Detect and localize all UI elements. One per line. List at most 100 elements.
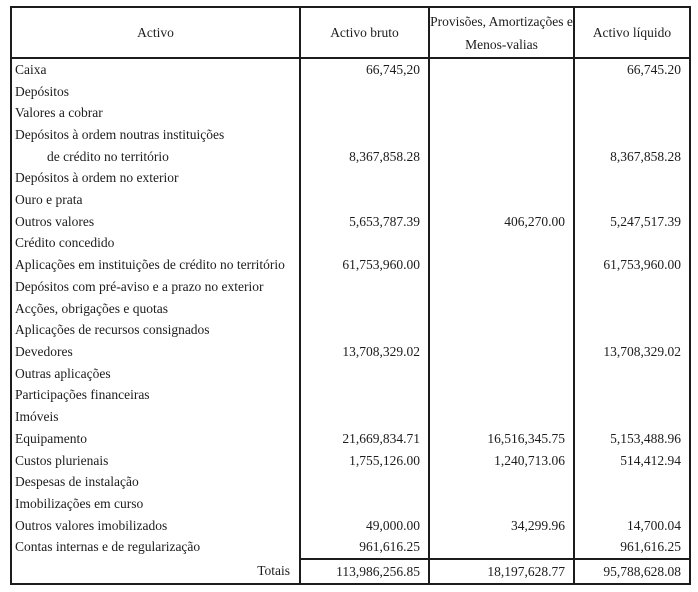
cell-activo-liquido <box>575 81 689 103</box>
cell-activo-bruto: 961,616.25 <box>301 536 430 559</box>
row-label: de crédito no território <box>12 145 301 168</box>
cell-activo-liquido: 5,153,488.96 <box>610 430 681 446</box>
cell-provisoes <box>430 276 575 298</box>
row-label: Depósitos com pré-aviso e a prazo no ext… <box>12 276 301 298</box>
cell-provisoes <box>430 406 575 428</box>
table-row: Ouro e prata <box>12 189 689 211</box>
cell-activo-bruto: 21,669,834.71 <box>301 427 430 450</box>
table-row: Contas internas e de regularização 961,61… <box>12 536 689 559</box>
cell-provisoes <box>430 59 575 81</box>
row-label: Aplicações de recursos consignados <box>12 319 301 342</box>
header-activo-liquido: Activo líquido <box>575 8 689 57</box>
totals-label: Totais <box>12 558 301 583</box>
row-label: Crédito concedido <box>12 232 301 255</box>
cell-activo-liquido: 5,247,517.39 <box>610 213 681 229</box>
cell-activo-liquido: 961,616.25 <box>620 539 681 555</box>
row-label: Devedores <box>12 341 301 363</box>
row-label: Equipamento <box>12 427 301 450</box>
cell-activo-bruto <box>301 124 430 146</box>
cell-provisoes: 16,516,345.75 <box>430 427 575 450</box>
cell-provisoes <box>430 536 575 559</box>
row-label: Outros valores <box>12 210 301 233</box>
row-label: Aplicações em instituições de crédito no… <box>12 254 301 277</box>
cell-activo-liquido <box>575 168 689 190</box>
cell-activo-bruto <box>301 276 430 298</box>
cell-provisoes <box>430 254 575 277</box>
cell-provisoes <box>430 341 575 363</box>
cell-activo-bruto: 1,755,126.00 <box>301 449 430 472</box>
cell-provisoes <box>430 493 575 515</box>
cell-activo-bruto <box>301 319 430 342</box>
table-row: Outros valores 5,653,787.39 406,270.00 5,24… <box>12 210 689 233</box>
cell-activo-bruto: 61,753,960.00 <box>301 254 430 277</box>
row-label: Imobilizações em curso <box>12 493 301 515</box>
header-activo-liquido-label: Activo líquido <box>592 25 672 40</box>
totals-activo-liquido: 95,788,628.08 <box>575 558 689 583</box>
cell-activo-liquido <box>575 406 689 428</box>
table-row: Aplicações em instituições de crédito no… <box>12 254 689 277</box>
cell-activo-liquido: 66,745.20 <box>627 61 681 77</box>
cell-activo-liquido <box>575 233 689 255</box>
row-label: Ouro e prata <box>12 189 301 211</box>
row-label: Despesas de instalação <box>12 471 301 494</box>
table-row: Imóveis <box>12 406 689 428</box>
cell-activo-bruto: 5,653,787.39 <box>301 210 430 233</box>
totals-row: Totais 113,986,256.85 18,197,628.77 95,7… <box>12 558 689 583</box>
cell-activo-bruto <box>301 189 430 211</box>
cell-activo-bruto: 66,745,20 <box>301 59 430 81</box>
table-row: Aplicações de recursos consignados <box>12 319 689 342</box>
header-activo: Activo <box>12 8 301 57</box>
cell-activo-bruto: 8,367,858.28 <box>301 145 430 168</box>
cell-provisoes <box>430 102 575 125</box>
cell-activo-bruto <box>301 362 430 385</box>
header-provisoes-line2: Menos-valias <box>465 36 538 52</box>
table-row: Caixa 66,745,20 66,745.20 <box>12 59 689 81</box>
header-provisoes-line1: Provisões, Amortizações e <box>430 13 573 29</box>
cell-activo-liquido <box>575 363 689 385</box>
row-label: Depósitos <box>12 80 301 103</box>
table-body: Caixa 66,745,20 66,745.20 Depósitos Valores … <box>12 59 689 559</box>
cell-activo-liquido <box>575 493 689 515</box>
cell-provisoes <box>430 297 575 320</box>
cell-activo-liquido: 14,700.04 <box>627 517 681 533</box>
row-label: Acções, obrigações e quotas <box>12 297 301 320</box>
cell-provisoes: 34,299.96 <box>430 514 575 537</box>
table-row: Depósitos à ordem noutras instituições <box>12 124 689 146</box>
row-label: Valores a cobrar <box>12 102 301 125</box>
cell-activo-liquido: 8,367,858.28 <box>610 148 681 164</box>
table-row: de crédito no território 8,367,858.28 8,36… <box>12 145 689 168</box>
table-row: Participações financeiras <box>12 384 689 407</box>
cell-provisoes <box>430 471 575 494</box>
cell-activo-liquido <box>575 276 689 298</box>
cell-provisoes: 1,240,713.06 <box>430 449 575 472</box>
cell-activo-bruto <box>301 80 430 103</box>
header-activo-label: Activo <box>137 25 174 40</box>
cell-activo-liquido <box>575 385 689 407</box>
cell-activo-bruto <box>301 471 430 494</box>
cell-activo-bruto <box>301 406 430 428</box>
cell-activo-liquido <box>575 471 689 493</box>
cell-activo-liquido <box>575 298 689 320</box>
cell-provisoes <box>430 145 575 168</box>
cell-activo-liquido: 514,412.94 <box>620 452 681 468</box>
cell-activo-bruto: 13,708,329.02 <box>301 341 430 363</box>
header-provisoes-amortizacoes: Provisões, Amortizações e Menos-valias <box>430 8 575 57</box>
row-label: Custos plurienais <box>12 449 301 472</box>
table-row: Valores a cobrar <box>12 102 689 125</box>
cell-provisoes <box>430 80 575 103</box>
cell-activo-bruto <box>301 167 430 190</box>
table-row: Crédito concedido <box>12 232 689 255</box>
totals-provisoes: 18,197,628.77 <box>430 558 575 583</box>
cell-activo-bruto <box>301 297 430 320</box>
cell-provisoes <box>430 319 575 342</box>
row-label: Imóveis <box>12 406 301 428</box>
totals-activo-bruto: 113,986,256.85 <box>301 558 430 583</box>
table-row: Equipamento 21,669,834.71 16,516,345.75 5,1… <box>12 427 689 450</box>
cell-activo-liquido <box>575 319 689 341</box>
cell-activo-liquido <box>575 102 689 124</box>
table-row: Acções, obrigações e quotas <box>12 297 689 320</box>
cell-provisoes <box>430 189 575 211</box>
table-row: Outras aplicações <box>12 362 689 385</box>
row-label: Contas internas e de regularização <box>12 536 301 559</box>
